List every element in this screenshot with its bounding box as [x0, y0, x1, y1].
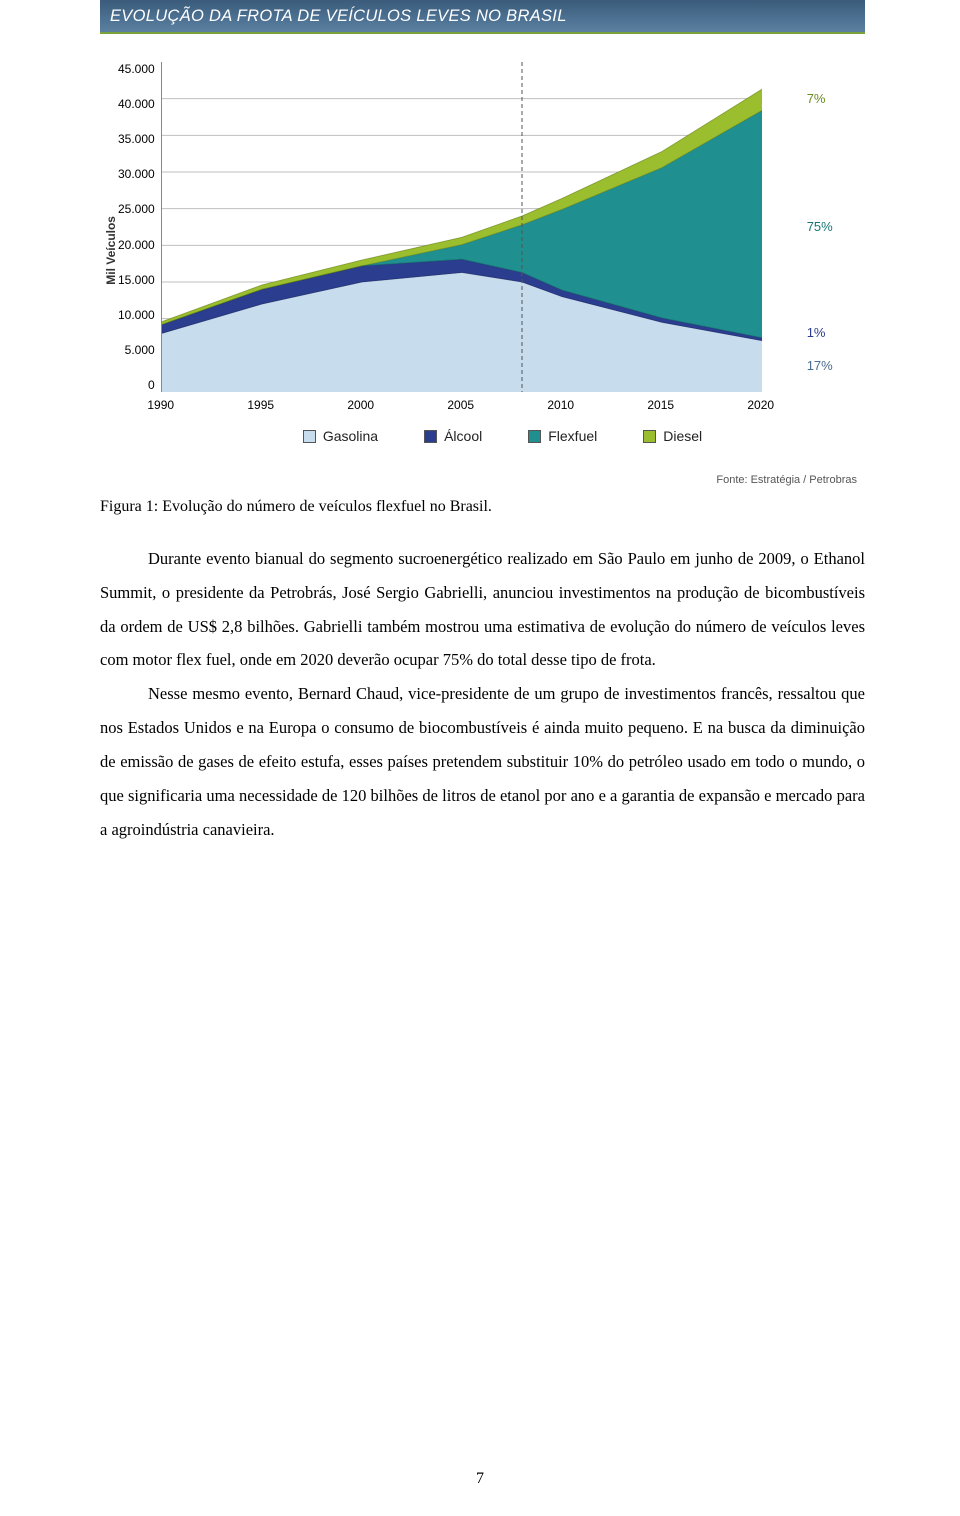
y-axis-ticks: 45.000 40.000 35.000 30.000 25.000 20.000 15.0…: [118, 62, 161, 392]
x-tick: 2005: [447, 398, 474, 412]
y-tick: 15.000: [118, 273, 155, 287]
y-tick: 10.000: [118, 308, 155, 322]
paragraph: Durante evento bianual do segmento sucro…: [100, 542, 865, 677]
x-tick: 1990: [147, 398, 174, 412]
legend-swatch: [424, 430, 437, 443]
x-tick: 2010: [547, 398, 574, 412]
end-label: 75%: [807, 219, 833, 234]
legend-swatch: [528, 430, 541, 443]
page-number: 7: [0, 1470, 960, 1488]
legend-item: Álcool: [424, 428, 482, 444]
y-tick: 45.000: [118, 62, 155, 76]
legend-item: Gasolina: [303, 428, 378, 444]
end-label: 1%: [807, 325, 826, 340]
y-tick: 5.000: [125, 343, 155, 357]
legend-label: Álcool: [444, 428, 482, 444]
y-tick: 30.000: [118, 167, 155, 181]
legend-item: Flexfuel: [528, 428, 597, 444]
y-tick: 35.000: [118, 132, 155, 146]
y-tick: 20.000: [118, 238, 155, 252]
x-tick: 2020: [747, 398, 774, 412]
legend-label: Diesel: [663, 428, 702, 444]
x-tick: 1995: [247, 398, 274, 412]
legend-label: Flexfuel: [548, 428, 597, 444]
y-tick: 0: [148, 378, 155, 392]
legend-item: Diesel: [643, 428, 702, 444]
chart-title-bar: EVOLUÇÃO DA FROTA DE VEÍCULOS LEVES NO B…: [100, 0, 865, 34]
chart-title: EVOLUÇÃO DA FROTA DE VEÍCULOS LEVES NO B…: [110, 7, 567, 26]
legend-label: Gasolina: [323, 428, 378, 444]
body-text: Durante evento bianual do segmento sucro…: [100, 542, 865, 846]
x-tick: 2015: [647, 398, 674, 412]
y-tick: 25.000: [118, 202, 155, 216]
end-label: 7%: [807, 91, 826, 106]
paragraph: Nesse mesmo evento, Bernard Chaud, vice-…: [100, 677, 865, 846]
plot-area: 7%75%1%17%: [161, 62, 761, 392]
x-tick: 2000: [347, 398, 374, 412]
legend-swatch: [303, 430, 316, 443]
fleet-chart: Mil Veículos 45.000 40.000 35.000 30.000 25.…: [100, 62, 865, 486]
y-axis-title: Mil Veículos: [100, 176, 118, 285]
figure-caption: Figura 1: Evolução do número de veículos…: [100, 498, 865, 516]
y-tick: 40.000: [118, 97, 155, 111]
end-label: 17%: [807, 358, 833, 373]
legend-swatch: [643, 430, 656, 443]
chart-legend: Gasolina Álcool Flexfuel Diesel: [100, 428, 865, 444]
chart-source: Fonte: Estratégia / Petrobras: [100, 474, 865, 486]
